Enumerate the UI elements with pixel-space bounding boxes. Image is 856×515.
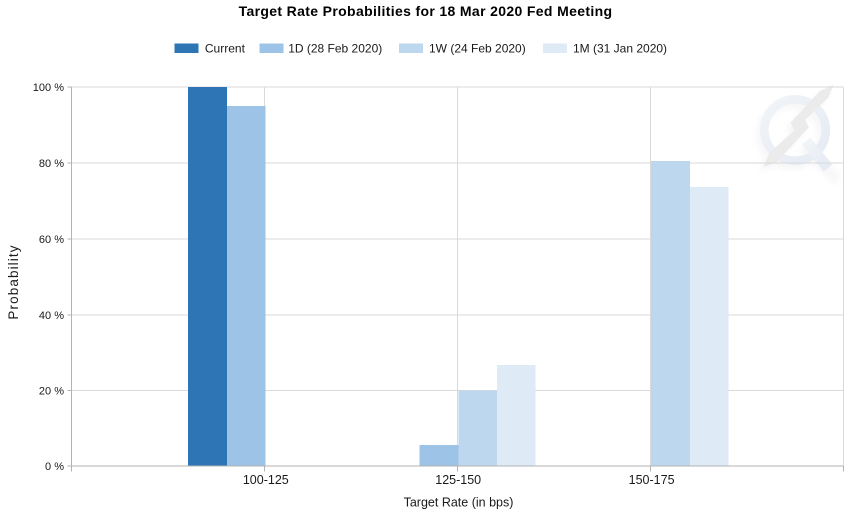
svg-text:20 %: 20 % [39, 385, 64, 397]
svg-text:Target Rate (in bps): Target Rate (in bps) [404, 496, 514, 510]
svg-text:Current: Current [205, 42, 246, 56]
svg-text:1D (28 Feb 2020): 1D (28 Feb 2020) [288, 42, 382, 56]
svg-text:100 %: 100 % [33, 82, 64, 94]
svg-text:Probability: Probability [6, 244, 21, 319]
svg-text:0 %: 0 % [45, 461, 64, 473]
svg-text:40 %: 40 % [39, 310, 64, 322]
svg-text:80 %: 80 % [39, 158, 64, 170]
svg-text:100-125: 100-125 [243, 473, 289, 487]
svg-text:60 %: 60 % [39, 234, 64, 246]
svg-text:1M (31 Jan 2020): 1M (31 Jan 2020) [573, 42, 667, 56]
svg-text:125-150: 125-150 [435, 473, 481, 487]
svg-text:Target Rate Probabilities for: Target Rate Probabilities for 18 Mar 202… [239, 3, 613, 19]
svg-text:150-175: 150-175 [629, 473, 675, 487]
svg-text:1W (24 Feb 2020): 1W (24 Feb 2020) [429, 42, 526, 56]
